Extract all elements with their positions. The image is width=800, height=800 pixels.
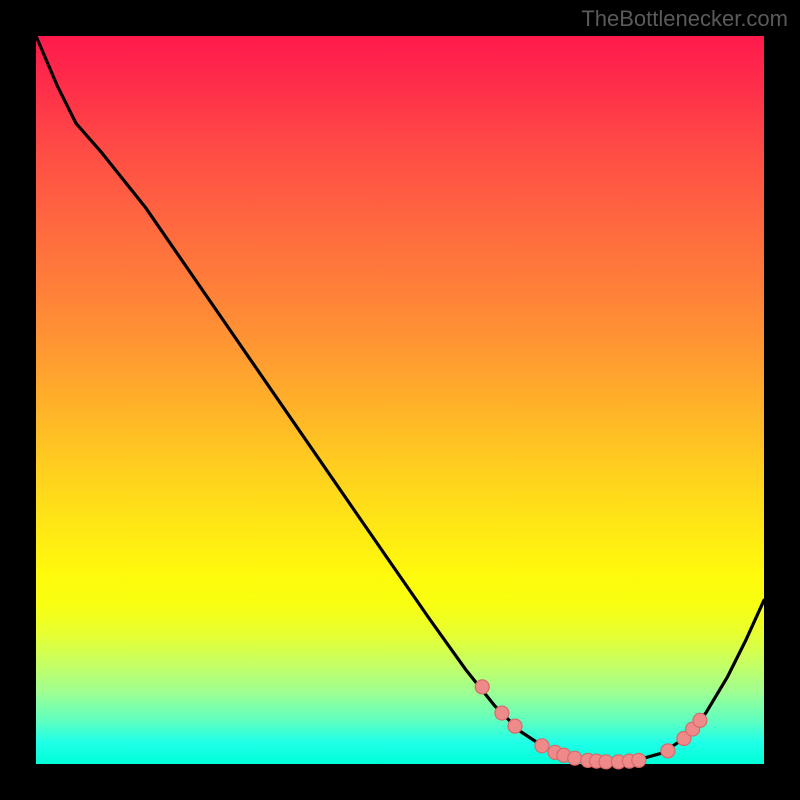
- marker-point: [693, 713, 707, 727]
- marker-point: [568, 751, 582, 765]
- marker-point: [508, 719, 522, 733]
- marker-point: [535, 739, 549, 753]
- chart-svg-overlay: [36, 36, 764, 764]
- marker-point: [475, 680, 489, 694]
- marker-group: [475, 680, 707, 769]
- chart-plot-area: [36, 36, 764, 764]
- watermark-text: TheBottlenecker.com: [581, 6, 788, 32]
- marker-point: [495, 706, 509, 720]
- marker-point: [661, 744, 675, 758]
- bottleneck-curve: [36, 36, 764, 762]
- marker-point: [632, 753, 646, 767]
